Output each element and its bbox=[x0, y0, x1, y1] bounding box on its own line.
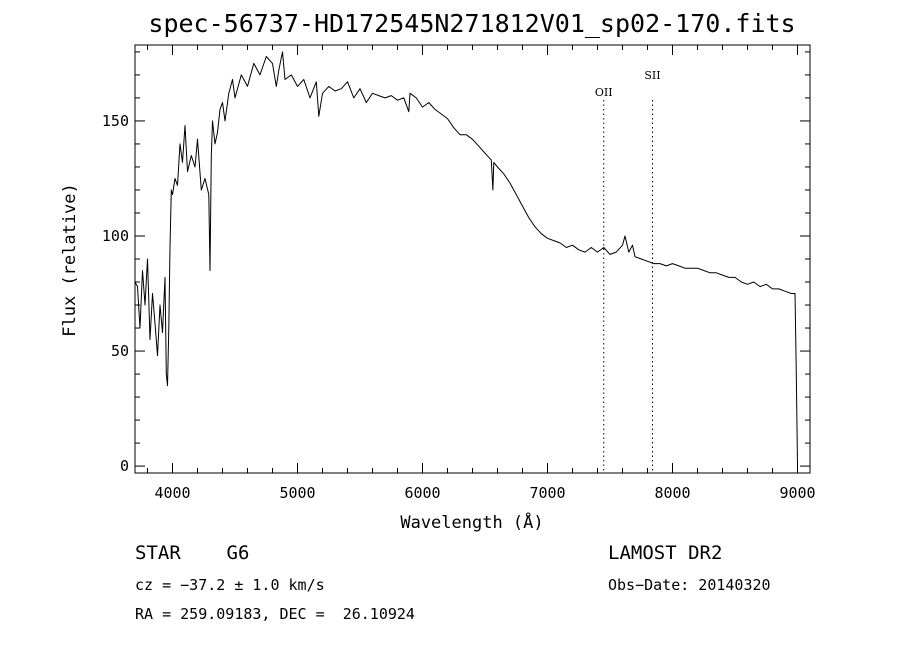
redshift-cz: cz = −37.2 ± 1.0 km/s bbox=[135, 576, 325, 594]
y-tick-label: 100 bbox=[102, 227, 129, 245]
series-group bbox=[134, 51, 798, 467]
object-class: STAR G6 bbox=[135, 542, 249, 564]
plot-frame bbox=[134, 44, 811, 474]
annotation-label: SII bbox=[644, 69, 660, 82]
sky-coordinates: RA = 259.09183, DEC = 26.10924 bbox=[135, 605, 415, 623]
x-tick-label: 4000 bbox=[154, 484, 190, 502]
y-tick-label: 50 bbox=[111, 342, 129, 360]
y-tick-label: 0 bbox=[120, 457, 129, 475]
survey-name: LAMOST DR2 bbox=[608, 542, 722, 564]
line-annotations: OII SII bbox=[595, 69, 661, 473]
y-axis-label: Flux (relative) bbox=[60, 183, 80, 337]
x-tick-label: 8000 bbox=[654, 484, 690, 502]
spectrum-line bbox=[134, 51, 798, 467]
annotation-label: OII bbox=[595, 86, 613, 99]
y-tick-label: 150 bbox=[102, 112, 129, 130]
x-tick-label: 5000 bbox=[279, 484, 315, 502]
chart-title: spec-56737-HD172545N271812V01_sp02-170.f… bbox=[148, 9, 795, 38]
axis-ticks: 4000 5000 6000 7000 8000 9000 0 50 100 150 bbox=[102, 45, 816, 502]
x-axis-label: Wavelength (Å) bbox=[400, 511, 543, 533]
observation-date: Obs−Date: 20140320 bbox=[608, 576, 771, 594]
x-tick-label: 9000 bbox=[779, 484, 815, 502]
x-tick-label: 7000 bbox=[529, 484, 565, 502]
x-tick-label: 6000 bbox=[404, 484, 440, 502]
